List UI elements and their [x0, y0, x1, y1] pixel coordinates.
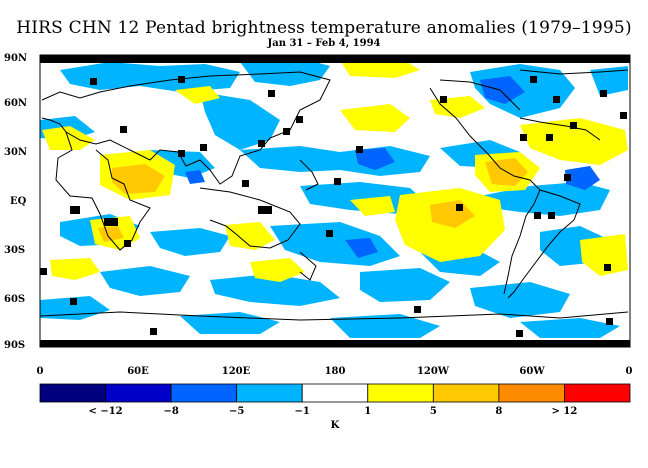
colorbar-swatch-8 [564, 383, 631, 403]
colorbar [39, 383, 631, 403]
colorbar-swatch-5 [367, 383, 434, 403]
colorbar-swatch-4 [301, 383, 369, 403]
lon-label-60e: 60E [127, 366, 149, 377]
lon-label-120w: 120W [416, 366, 450, 377]
coastlines [40, 69, 629, 321]
lat-label-90s: 90S [4, 340, 26, 351]
colorbar-label-0: < −12 [88, 406, 123, 417]
lat-label-30n: 30N [4, 147, 28, 158]
lon-label-120e: 120E [221, 366, 251, 377]
map-field [40, 55, 630, 347]
lon-label-60w: 60W [519, 366, 545, 377]
colorbar-label-4: 1 [364, 406, 372, 417]
colorbar-unit: K [330, 420, 340, 431]
lat-label-90n: 90N [4, 53, 28, 64]
colorbar-label-3: −1 [294, 406, 310, 417]
lat-label-60s: 60S [4, 294, 26, 305]
lat-label-eq: EQ [10, 196, 27, 207]
colorbar-label-2: −5 [228, 406, 245, 417]
colorbar-label-6: 8 [495, 406, 503, 417]
colorbar-label-5: 5 [429, 406, 437, 417]
colorbar-label-1: −8 [163, 406, 179, 417]
colorbar-swatch-6 [432, 383, 500, 403]
map-frame [39, 54, 631, 348]
colorbar-label-7: > 12 [551, 406, 578, 417]
lon-label-0: 0 [36, 366, 44, 377]
warm-strong-anomaly-regions [98, 158, 528, 242]
colorbar-swatch-0 [39, 383, 106, 403]
map-subtitle: Jan 31 – Feb 4, 1994 [267, 38, 381, 49]
colorbar-swatch-3 [236, 383, 303, 403]
missing-data-cells [40, 55, 630, 347]
lon-label-180: 180 [324, 366, 346, 377]
colorbar-swatch-1 [105, 383, 172, 403]
lon-label-0-east: 0 [625, 366, 633, 377]
map-title: HIRS CHN 12 Pentad brightness temperatur… [16, 18, 632, 38]
lat-label-60n: 60N [4, 98, 28, 109]
colorbar-swatch-2 [170, 383, 238, 403]
cold-anomaly-regions [40, 58, 628, 338]
colorbar-swatch-7 [498, 383, 565, 403]
lat-label-30s: 30S [4, 245, 26, 256]
